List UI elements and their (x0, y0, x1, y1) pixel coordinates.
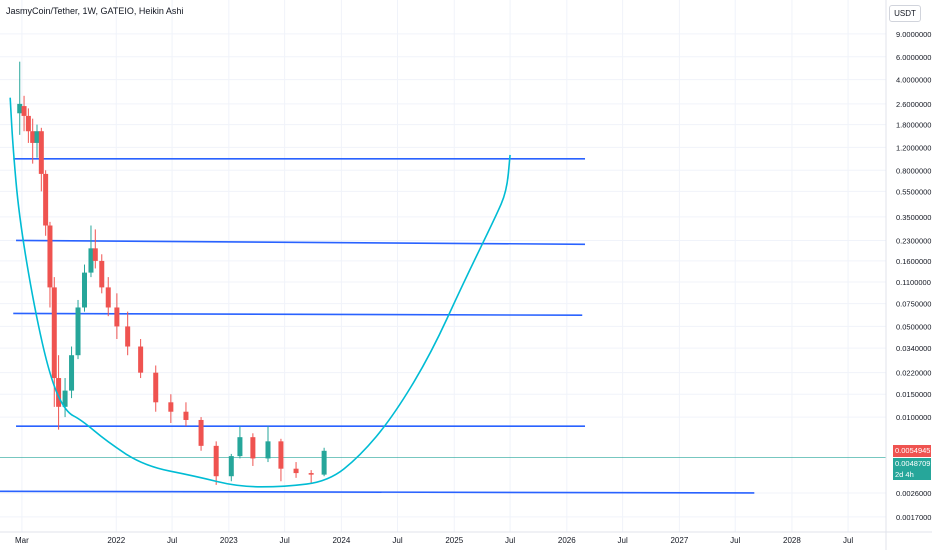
candle-body (81, 272, 87, 308)
y-tick-label: 0.3500000 (896, 213, 931, 222)
candle-body (75, 307, 81, 356)
candle-body (51, 287, 57, 379)
x-tick-label: Jul (167, 536, 177, 545)
candle-body (30, 131, 36, 143)
candle-body (21, 106, 27, 116)
x-tick-label: 2024 (332, 536, 350, 545)
candle-body (62, 390, 68, 407)
horizontal-trendline[interactable] (13, 312, 583, 317)
y-tick-label: 0.2300000 (896, 236, 931, 245)
x-tick-label: Jul (843, 536, 853, 545)
candle-body (183, 411, 189, 420)
y-tick-label: 0.0026000 (896, 489, 931, 498)
y-tick-label: 2.6000000 (896, 100, 931, 109)
y-tick-label: 6.0000000 (896, 53, 931, 62)
y-tick-label: 9.0000000 (896, 30, 931, 39)
candle-body (25, 115, 31, 132)
candle-body (213, 445, 219, 477)
trendlines (0, 158, 755, 494)
candle-body (17, 103, 23, 114)
y-tick-label: 0.1100000 (896, 278, 931, 287)
candle-body (153, 372, 159, 403)
candle-body (250, 437, 256, 459)
last-price-tag: 0.0054945 (893, 444, 931, 457)
candle-body (198, 419, 204, 446)
candle-body (237, 437, 243, 457)
candle-body (308, 473, 314, 475)
countdown-value: 2d 4h (895, 469, 914, 479)
candle-body (34, 131, 40, 143)
currency-selector[interactable]: USDT (889, 5, 921, 22)
x-tick-label: 2022 (107, 536, 125, 545)
y-tick-label: 1.2000000 (896, 143, 931, 152)
y-tick-label: 0.0017000 (896, 513, 931, 522)
y-tick-label: 4.0000000 (896, 76, 931, 85)
candle-body (47, 225, 53, 288)
x-tick-label: Mar (15, 536, 29, 545)
candles (17, 61, 327, 485)
x-axis: Mar 2022 Jul 2023 Jul 2024 Jul 2025 Jul 2026 Jul 20… (0, 531, 932, 545)
x-tick-label: Jul (618, 536, 628, 545)
x-tick-label: 2025 (445, 536, 463, 545)
grid (0, 0, 886, 532)
x-tick-label: Jul (280, 536, 290, 545)
y-tick-label: 0.0500000 (896, 322, 931, 331)
candle-body (138, 346, 144, 373)
candle-body (228, 456, 234, 477)
candle-body (92, 248, 98, 261)
candle-body (168, 402, 174, 412)
last-price-value: 0.0054945 (895, 445, 931, 455)
x-tick-label: 2028 (783, 536, 801, 545)
y-tick-label: 0.0220000 (896, 369, 931, 378)
candle-body (265, 441, 271, 459)
x-tick-label: 2023 (220, 536, 238, 545)
y-tick-label: 0.0340000 (896, 344, 931, 353)
candle-body (114, 307, 120, 327)
cup-curve (9, 97, 511, 488)
candle-body (321, 450, 327, 475)
candle-body (99, 260, 105, 288)
candle-body (56, 378, 62, 407)
x-tick-label: 2027 (670, 536, 688, 545)
horizontal-trendline[interactable] (0, 490, 755, 494)
candle-body (293, 468, 299, 474)
x-tick-label: Jul (505, 536, 515, 545)
y-tick-label: 0.1600000 (896, 257, 931, 266)
candle-body (88, 248, 94, 273)
candle-body (69, 355, 75, 391)
y-tick-label: 0.0150000 (896, 390, 931, 399)
x-tick-label: 2026 (558, 536, 576, 545)
secondary-price-value: 0.0048709 (895, 458, 931, 468)
secondary-price-tag: 0.0048709 2d 4h (893, 457, 931, 480)
y-tick-label: 0.0100000 (896, 413, 931, 422)
horizontal-trendline[interactable] (16, 239, 586, 246)
x-tick-label: Jul (730, 536, 740, 545)
candle-body (105, 287, 111, 308)
y-tick-label: 0.8000000 (896, 166, 931, 175)
y-axis: 9.0000000 6.0000000 4.0000000 2.6000000 1.80… (885, 0, 931, 550)
x-tick-label: Jul (392, 536, 402, 545)
y-tick-label: 0.0750000 (896, 300, 931, 309)
candle-body (43, 173, 49, 226)
y-tick-label: 0.5500000 (896, 187, 931, 196)
chart-title: JasmyCoin/Tether, 1W, GATEIO, Heikin Ash… (6, 6, 184, 16)
candle-body (125, 326, 131, 347)
y-tick-label: 1.8000000 (896, 121, 931, 130)
candle-body (38, 131, 44, 174)
candle-body (278, 441, 284, 469)
